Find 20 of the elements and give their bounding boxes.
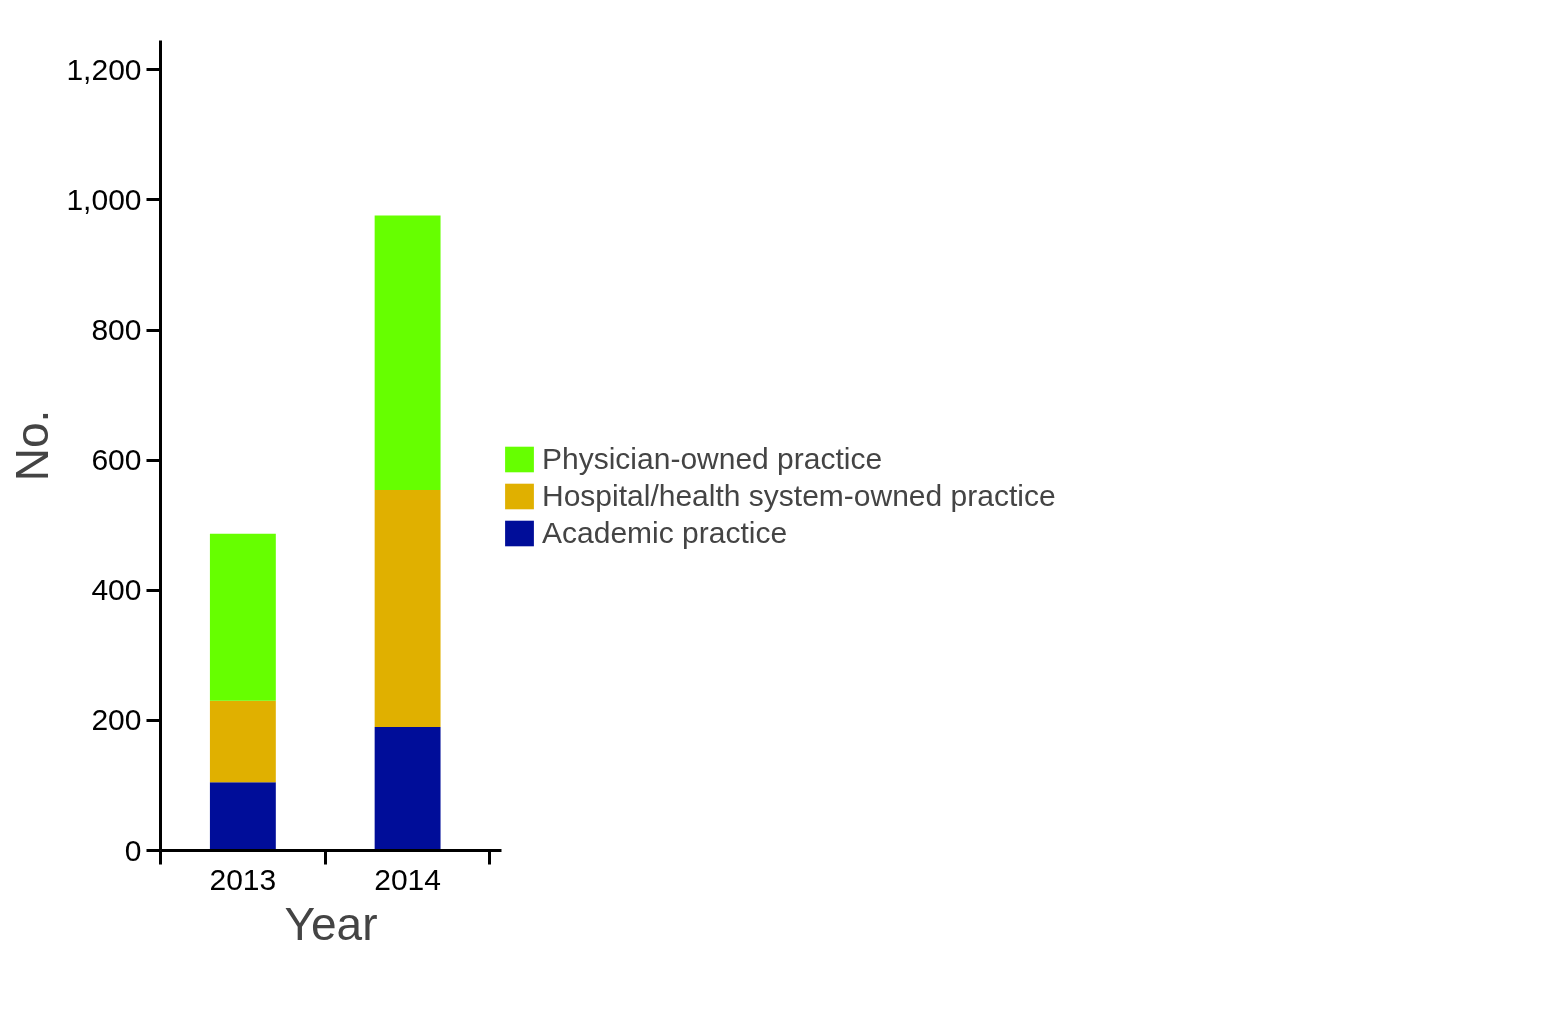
x-tick-label: 2013 (209, 862, 277, 896)
y-tick-label: 0 (124, 833, 142, 867)
bar (209, 782, 276, 851)
bar (374, 490, 441, 727)
bar (374, 726, 441, 851)
bar (374, 215, 441, 491)
x-axis-title: Year (284, 897, 378, 950)
y-axis-title: No. (6, 409, 59, 482)
legend-label: Hospital/health system-owned practice (542, 479, 1056, 513)
y-tick-label: 400 (91, 573, 142, 607)
legend-label: Physician-owned practice (542, 442, 883, 476)
x-tick-label: 2014 (374, 862, 441, 896)
y-tick-label: 200 (91, 703, 142, 737)
y-tick-label: 1,200 (66, 52, 142, 86)
bar (209, 533, 276, 701)
bar (209, 700, 276, 783)
legend-label: Academic practice (542, 516, 788, 550)
y-tick-label: 800 (91, 313, 142, 347)
y-tick-label: 1,000 (66, 182, 142, 216)
y-tick-label: 600 (91, 443, 142, 477)
